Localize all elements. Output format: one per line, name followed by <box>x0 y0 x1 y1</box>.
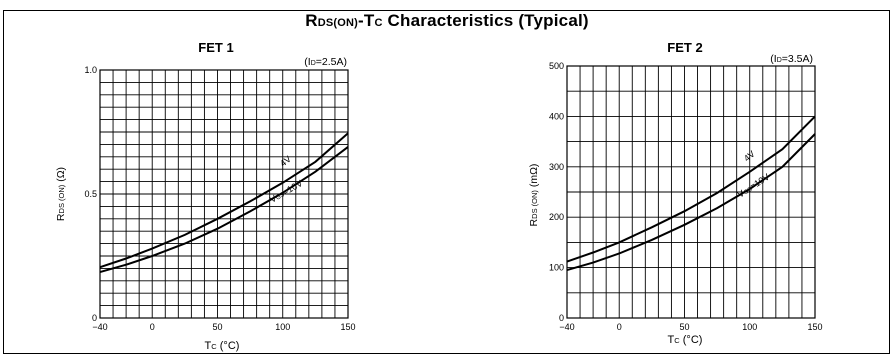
x-tick-label: 150 <box>340 322 355 332</box>
fet2-chart-group: −40 0 50 100 15001002003004005004VVGS=10VFET… <box>528 40 823 346</box>
x-tick-label: 100 <box>275 322 290 332</box>
y-tick-label: 0 <box>92 313 97 323</box>
figure-frame <box>3 10 890 354</box>
y-axis-label: RDS (ON) (mΩ) <box>528 164 540 227</box>
x-tick-label: 0 <box>617 322 622 332</box>
series-label-vgs10v: VGS=10V <box>736 172 772 200</box>
series-label-vgs10v: VGS=10V <box>268 178 304 205</box>
y-tick-label: 1.0 <box>84 65 97 75</box>
x-axis-label: TC (°C) <box>668 334 703 346</box>
series-line-4v <box>99 132 349 269</box>
x-tick-label: 100 <box>742 322 757 332</box>
y-axis-label: RDS (ON) (Ω) <box>55 167 67 221</box>
series-label-4v: 4V <box>278 154 293 169</box>
plot-area-border <box>99 69 349 319</box>
y-tick-label: 0.5 <box>84 189 97 199</box>
plot-area-border <box>566 65 816 319</box>
x-axis-label: TC (°C) <box>205 340 240 352</box>
series-line-vgs10v <box>566 133 816 272</box>
x-tick-label: 50 <box>679 322 689 332</box>
y-tick-label: 300 <box>549 162 564 172</box>
series-line-vgs10v <box>99 146 349 274</box>
x-tick-label: 50 <box>212 322 222 332</box>
condition-label: (ID=2.5A) <box>304 56 347 68</box>
condition-label: (ID=3.5A) <box>770 53 813 65</box>
y-tick-label: 500 <box>549 61 564 71</box>
page-title: RDS(ON)-TC Characteristics (Typical) <box>305 11 589 30</box>
y-tick-label: 400 <box>549 111 564 121</box>
x-tick-label: 0 <box>150 322 155 332</box>
panel-title: FET 1 <box>198 40 233 55</box>
series-label-4v: 4V <box>742 149 757 164</box>
x-tick-label: 150 <box>807 322 822 332</box>
x-tick-label: −40 <box>92 322 107 332</box>
y-tick-label: 200 <box>549 212 564 222</box>
panel-title: FET 2 <box>667 40 702 55</box>
y-tick-label: 0 <box>559 313 564 323</box>
x-tick-label: −40 <box>559 322 574 332</box>
y-tick-label: 100 <box>549 263 564 273</box>
series-line-4v <box>566 115 816 263</box>
